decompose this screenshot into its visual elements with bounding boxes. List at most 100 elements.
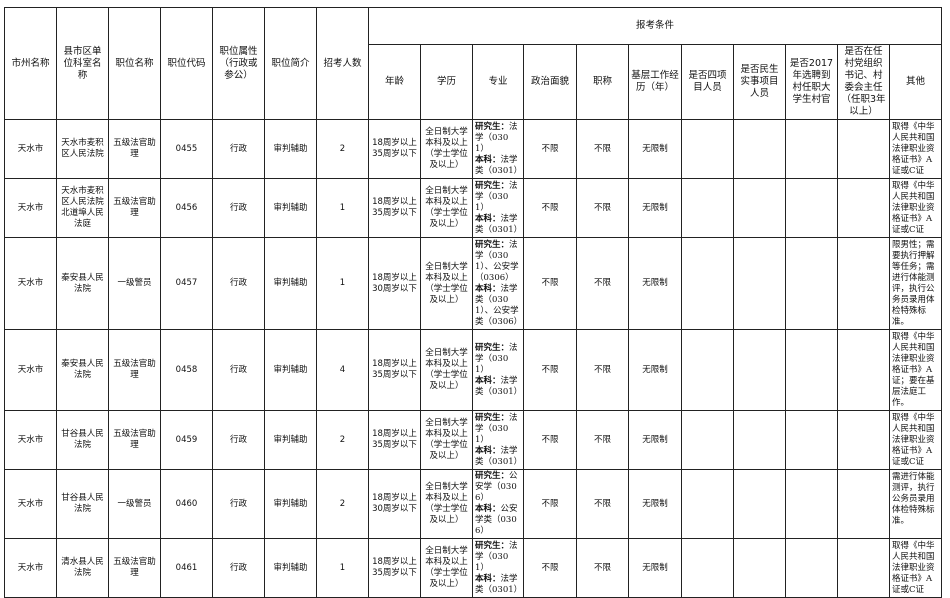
four-project-cell [681,237,734,330]
politics-cell: 不限 [523,410,577,470]
four-project-cell [681,538,734,598]
village-secretary-cell [837,178,890,238]
title-cell: 不限 [576,469,629,539]
major-grad-label: 研究生： [475,121,510,132]
major-undergrad: 法学类（0301） [475,375,523,397]
village-secretary-cell [837,410,890,470]
village-secretary-cell [837,329,890,411]
city-cell: 天水市 [4,329,57,411]
age-cell: 18周岁以上35周岁以下 [368,119,421,179]
header-unit: 县市区单位科室名称 [56,7,109,120]
age-cell: 18周岁以上30周岁以下 [368,469,421,539]
major-grad-label: 研究生： [475,412,510,423]
header-experience: 基层工作经历（年） [628,44,682,120]
title-cell: 不限 [576,178,629,238]
position-intro-cell: 审判辅助 [264,469,317,539]
header-position-intro: 职位简介 [264,7,317,120]
politics-cell: 不限 [523,469,577,539]
education-cell: 全日制大学本科及以上（学士学位及以上） [420,178,473,238]
major-undergrad: 法学类（0301）、公安学类（0306） [475,283,523,327]
recruit-count-cell: 1 [316,538,369,598]
unit-cell: 清水县人民法院 [56,538,109,598]
recruitment-table: 市州名称 县市区单位科室名称 职位名称 职位代码 职位属性（行政或参公） 职位简介 招考人数… [4,7,943,598]
other-cell: 取得《中华人民共和国法律职业资格证书》A证或C证 [888,410,943,470]
table-body: 天水市 天水市麦积区人民法院 五级法官助理 0455 行政 审判辅助 2 18周岁以上35周岁… [4,119,943,598]
livelihood-project-cell [733,178,786,238]
title-cell: 不限 [576,119,629,179]
table-row: 天水市 天水市麦积区人民法院 五级法官助理 0455 行政 审判辅助 2 18周岁以上35周岁… [4,119,943,179]
major-grad-label: 研究生： [475,342,510,353]
position-name-cell: 五级法官助理 [108,119,161,179]
position-intro-cell: 审判辅助 [264,119,317,179]
header-village-secretary: 是否在任村党组织书记、村委会主任（任职3年以上） [837,44,890,120]
livelihood-project-cell [733,119,786,179]
position-attribute-cell: 行政 [212,410,265,470]
major-grad: 法学（0301） [475,412,518,445]
experience-cell: 无限制 [628,237,682,330]
experience-cell: 无限制 [628,178,682,238]
header-conditions-group: 报考条件 [367,7,943,45]
age-cell: 18周岁以上35周岁以下 [368,178,421,238]
politics-cell: 不限 [523,237,577,330]
title-cell: 不限 [576,329,629,411]
position-code-cell: 0460 [160,469,213,539]
unit-cell: 秦安县人民法院 [56,329,109,411]
education-cell: 全日制大学本科及以上（学士学位及以上） [420,329,473,411]
position-name-cell: 一级警员 [108,237,161,330]
other-cell: 取得《中华人民共和国法律职业资格证书》A证或C证 [888,119,943,179]
major-grad: 法学（0301）、公安学（0306） [475,239,519,283]
title-cell: 不限 [576,410,629,470]
header-major: 专业 [472,44,524,120]
other-cell: 需进行体能测评，执行公务员录用体检特殊标准。 [888,469,943,539]
experience-cell: 无限制 [628,469,682,539]
village-secretary-cell [837,538,890,598]
four-project-cell [681,329,734,411]
education-cell: 全日制大学本科及以上（学士学位及以上） [420,538,473,598]
recruit-count-cell: 2 [316,469,369,539]
recruit-count-cell: 2 [316,119,369,179]
recruit-count-cell: 2 [316,410,369,470]
position-code-cell: 0455 [160,119,213,179]
header-position-attribute: 职位属性（行政或参公） [212,7,265,120]
village-secretary-cell [837,119,890,179]
major-undergrad-label: 本科： [475,154,501,165]
major-cell: 研究生：法学（0301）、公安学（0306） 本科：法学类（0301）、公安学类（… [472,237,524,330]
education-cell: 全日制大学本科及以上（学士学位及以上） [420,410,473,470]
position-code-cell: 0459 [160,410,213,470]
major-undergrad: 法学类（0301） [475,445,523,467]
recruit-count-cell: 4 [316,329,369,411]
position-name-cell: 五级法官助理 [108,538,161,598]
city-cell: 天水市 [4,469,57,539]
unit-cell: 天水市麦积区人民法院 [56,119,109,179]
header-position-code: 职位代码 [160,7,213,120]
header-livelihood-project: 是否民生实事项目人员 [733,44,786,120]
header-title: 职称 [576,44,629,120]
age-cell: 18周岁以上35周岁以下 [368,329,421,411]
position-intro-cell: 审判辅助 [264,410,317,470]
major-grad-label: 研究生： [475,471,510,481]
header-education: 学历 [420,44,473,120]
unit-cell: 甘谷县人民法院 [56,410,109,470]
header-four-project: 是否四项目人员 [681,44,734,120]
header-city: 市州名称 [4,7,57,120]
position-name-cell: 五级法官助理 [108,410,161,470]
header-row-bottom: 年龄 学历 专业 政治面貌 职称 基层工作经历（年） 是否四项目人员 是否民生实事项目人员 是否… [5,44,943,120]
livelihood-project-cell [733,538,786,598]
table-row: 天水市 清水县人民法院 五级法官助理 0461 行政 审判辅助 1 18周岁以上35周岁以下全… [4,538,943,598]
table-row: 天水市 秦安县人民法院 一级警员 0457 行政 审判辅助 1 18周岁以上30周岁以下 全日制… [4,237,943,330]
four-project-cell [681,410,734,470]
livelihood-project-cell [733,237,786,330]
politics-cell: 不限 [523,119,577,179]
four-project-cell [681,178,734,238]
position-attribute-cell: 行政 [212,469,265,539]
position-attribute-cell: 行政 [212,329,265,411]
city-cell: 天水市 [4,410,57,470]
major-undergrad-label: 本科： [475,504,501,514]
village-official-cell [785,410,838,470]
experience-cell: 无限制 [628,119,682,179]
city-cell: 天水市 [4,237,57,330]
livelihood-project-cell [733,410,786,470]
position-intro-cell: 审判辅助 [264,329,317,411]
position-code-cell: 0461 [160,538,213,598]
major-grad-label: 研究生： [475,540,510,551]
